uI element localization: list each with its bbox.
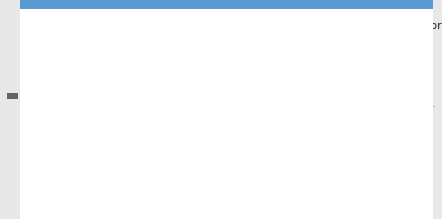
Circle shape [31, 181, 62, 196]
Circle shape [226, 104, 234, 108]
Text: No: No [68, 184, 83, 193]
Text: Yes: Yes [68, 153, 85, 163]
Circle shape [217, 104, 225, 108]
Text: Does the given relation represent a function?: Does the given relation represent a func… [24, 121, 271, 131]
Circle shape [31, 150, 62, 166]
Text: {(−2, −2), (–8, –8), (1,1), (–3, –3)}: {(−2, −2), (–8, –8), (1,1), (–3, –3)} [45, 64, 242, 74]
Circle shape [235, 104, 243, 108]
Text: Determine whether the relation is a function. Give the domain and range for the : Determine whether the relation is a func… [24, 21, 442, 32]
FancyBboxPatch shape [208, 95, 251, 117]
